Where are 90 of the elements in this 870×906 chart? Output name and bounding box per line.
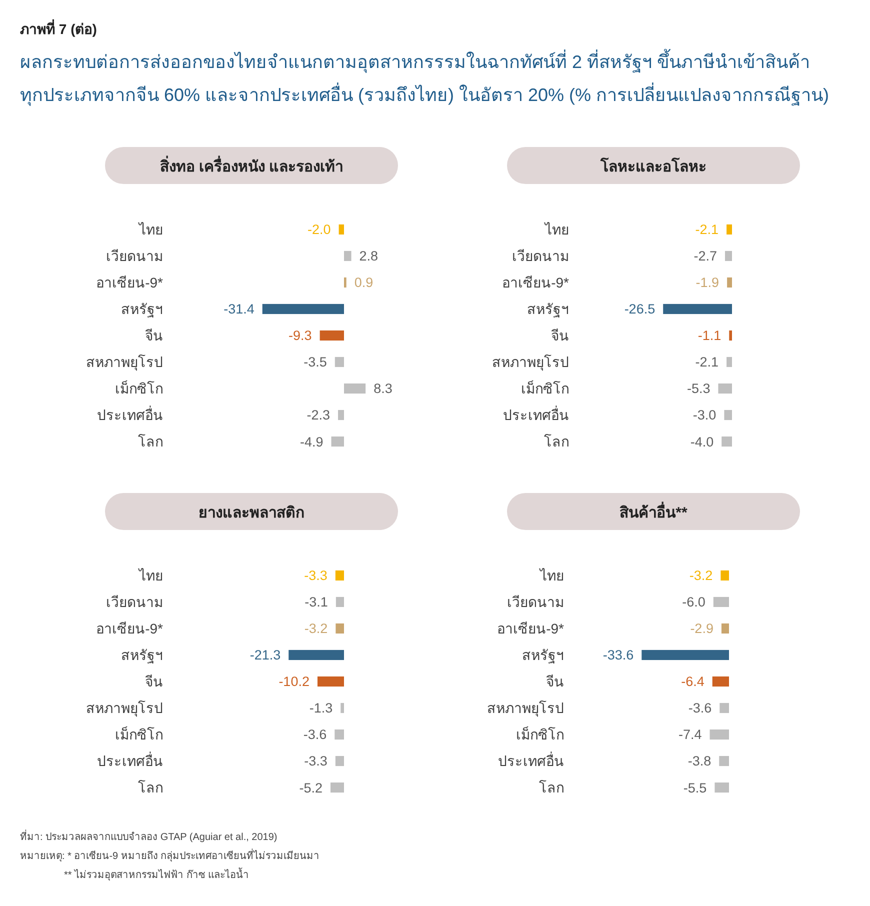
y-tick-label: สหภาพยุโรป (86, 354, 163, 371)
data-label: -3.3 (304, 754, 328, 769)
bar (334, 356, 344, 368)
chart-title: สิ่งทอ เครื่องหนัง และรองเท้า (160, 155, 344, 176)
y-tick-label: โลก (138, 779, 163, 796)
y-tick-label: โลก (138, 433, 163, 450)
data-label: -33.6 (602, 648, 634, 663)
data-label: 0.9 (354, 275, 374, 290)
data-label: -6.4 (681, 674, 705, 690)
y-tick-label: ไทย (138, 567, 163, 584)
y-tick-label: จีน (145, 327, 163, 344)
data-label: -2.1 (695, 354, 719, 370)
y-tick-label: ไทย (544, 221, 569, 238)
data-label: -1.9 (696, 275, 720, 290)
y-tick-label: สหรัฐฯ (121, 300, 163, 318)
data-label: -2.9 (690, 621, 714, 636)
data-label: -26.5 (624, 302, 656, 317)
bar (262, 304, 344, 314)
data-label: -3.2 (304, 621, 328, 636)
chart-title: สินค้าอื่น** (620, 501, 688, 522)
y-tick-label: โลก (544, 433, 569, 450)
data-label: -4.0 (690, 434, 714, 450)
bar (338, 410, 344, 420)
data-label: -1.1 (698, 328, 722, 344)
y-tick-label: สหภาพยุโรป (487, 700, 564, 717)
text: ** ไม่รวมอุตสาหกรรมไฟฟ้า ก๊าซ และไอน้ำ (64, 867, 250, 881)
data-label: -2.0 (308, 222, 331, 238)
bar (320, 330, 344, 341)
y-tick-label: สหรัฐฯ (527, 300, 569, 318)
text: หมายเหตุ: * อาเซียน-9 หมายถึง กลุ่มประเทศอาเซียนที่ไม่รวมเมียนมา (20, 848, 320, 862)
y-tick-label: สหรัฐฯ (522, 646, 564, 664)
y-tick-label: ประเทศอื่น (97, 406, 163, 423)
data-label: -7.4 (678, 727, 702, 742)
y-tick-label: อาเซียน-9* (502, 274, 570, 290)
data-label: -3.8 (688, 754, 712, 769)
y-tick-label: อาเซียน-9* (96, 274, 164, 290)
y-tick-label: เม็กซิโก (115, 379, 163, 396)
data-label: -4.9 (300, 434, 324, 450)
text: ที่มา: ประมวลผลจากแบบจำลอง GTAP (Aguiar et al., 2019) (20, 829, 278, 843)
y-tick-label: ประเทศอื่น (503, 406, 569, 423)
data-label: -3.6 (303, 727, 327, 742)
y-tick-label: จีน (546, 673, 564, 690)
text: ภาพที่ 7 (ต่อ) (20, 19, 97, 37)
bar (338, 224, 344, 235)
data-label: -3.3 (304, 568, 328, 584)
data-label: -6.0 (682, 594, 706, 610)
y-tick-label: อาเซียน-9* (497, 620, 565, 636)
bar (331, 436, 344, 447)
data-label: 2.8 (359, 248, 378, 264)
data-label: -1.3 (309, 700, 333, 716)
y-tick-label: อาเซียน-9* (96, 620, 164, 636)
data-label: -5.5 (683, 780, 707, 796)
chart-title: ยางและพลาสติก (198, 503, 304, 522)
text: ทุกประเภทจากจีน 60% และจากประเทศอื่น (รวมถึงไทย) ในอัตรา 20% (% การเปลี่ยนแปลงจากกรณีฐาน) (20, 82, 830, 106)
y-tick-label: เวียดนาม (106, 248, 163, 264)
data-label: -3.6 (688, 700, 712, 716)
y-tick-label: เวียดนาม (512, 248, 569, 264)
y-tick-label: ประเทศอื่น (498, 752, 564, 769)
data-label: -3.2 (689, 568, 713, 584)
y-tick-label: จีน (551, 327, 569, 344)
y-tick-label: เวียดนาม (106, 594, 163, 610)
data-label: -31.4 (224, 302, 255, 317)
text: ผลกระทบต่อการส่งออกของไทยจำแนกตามอุตสาหกรรรมในฉากทัศน์ที่ 2 ที่สหรัฐฯ ขึ้นภาษีนำเข้าสินค้า (20, 49, 810, 73)
data-label: -2.3 (306, 408, 330, 423)
data-label: -3.1 (304, 594, 328, 610)
y-tick-label: จีน (145, 673, 163, 690)
y-tick-label: สหภาพยุโรป (492, 354, 569, 371)
y-tick-label: เวียดนาม (507, 594, 564, 610)
chart-title: โลหะและอโลหะ (600, 156, 706, 176)
data-label: -21.3 (250, 648, 281, 663)
data-label: -10.2 (278, 674, 310, 690)
y-tick-label: สหภาพยุโรป (86, 700, 163, 717)
y-tick-label: ไทย (138, 221, 163, 238)
y-tick-label: เม็กซิโก (516, 725, 564, 742)
data-label: -9.3 (288, 328, 312, 344)
y-tick-label: สหรัฐฯ (121, 646, 163, 664)
data-label: -2.7 (694, 248, 717, 264)
bar (344, 250, 352, 262)
y-tick-label: ไทย (539, 567, 564, 584)
data-label: -3.0 (692, 408, 716, 423)
y-tick-label: โลก (539, 779, 564, 796)
y-tick-label: เม็กซิโก (521, 379, 569, 396)
data-label: 8.3 (374, 381, 392, 396)
data-label: -2.1 (695, 222, 719, 238)
y-tick-label: เม็กซิโก (115, 725, 163, 742)
data-label: -3.5 (304, 354, 327, 370)
data-label: -5.2 (299, 780, 322, 796)
data-label: -5.3 (686, 381, 710, 396)
y-tick-label: ประเทศอื่น (97, 752, 163, 769)
bar (344, 383, 366, 394)
